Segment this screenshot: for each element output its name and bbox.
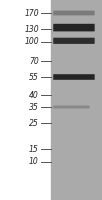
FancyBboxPatch shape xyxy=(53,38,95,44)
Bar xyxy=(51,0,102,200)
FancyBboxPatch shape xyxy=(53,11,95,15)
Text: 130: 130 xyxy=(24,24,39,33)
FancyBboxPatch shape xyxy=(53,106,90,108)
Text: 100: 100 xyxy=(24,38,39,46)
Text: 70: 70 xyxy=(29,56,39,66)
Text: 35: 35 xyxy=(29,102,39,112)
Text: 25: 25 xyxy=(29,118,39,128)
Text: 40: 40 xyxy=(29,90,39,99)
FancyBboxPatch shape xyxy=(53,74,95,80)
FancyBboxPatch shape xyxy=(53,24,95,31)
Text: 15: 15 xyxy=(29,144,39,154)
Text: 10: 10 xyxy=(29,158,39,166)
Text: 55: 55 xyxy=(29,72,39,82)
Text: 170: 170 xyxy=(24,8,39,18)
